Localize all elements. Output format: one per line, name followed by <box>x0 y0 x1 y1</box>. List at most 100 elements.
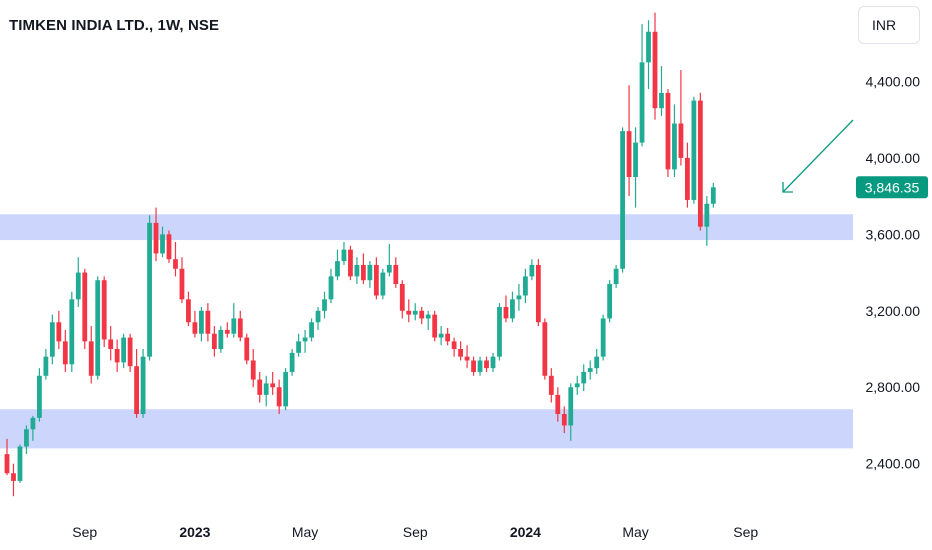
candle <box>302 329 308 353</box>
candle <box>399 280 405 319</box>
candle-body <box>147 222 152 357</box>
candle-body <box>263 383 269 395</box>
candle-body <box>704 203 710 227</box>
candles <box>4 12 716 497</box>
candle-body <box>224 329 230 334</box>
candle <box>270 371 276 395</box>
candle-body <box>438 333 444 338</box>
candle-body <box>218 329 224 350</box>
time-tick-label: Sep <box>72 524 97 540</box>
candle <box>373 257 379 300</box>
candle-body <box>425 314 431 319</box>
candle <box>542 318 548 380</box>
candle-body <box>697 100 703 227</box>
candle <box>127 333 133 372</box>
candle-body <box>464 356 470 361</box>
candle <box>30 415 36 441</box>
price-tick-label: 3,200.00 <box>866 303 921 319</box>
candle <box>646 20 651 90</box>
candle <box>348 245 353 281</box>
candle-body <box>199 310 204 334</box>
candle <box>108 326 114 361</box>
candle-body <box>69 299 75 365</box>
candle <box>587 360 593 380</box>
candle-body <box>516 295 522 300</box>
candle <box>69 291 75 372</box>
candle-body <box>490 356 496 369</box>
candle <box>283 368 289 411</box>
candle-body <box>283 371 289 407</box>
candle-body <box>652 31 658 109</box>
candle <box>639 24 645 147</box>
arrow-head <box>782 182 793 193</box>
candle <box>503 295 509 323</box>
candle-body <box>192 322 198 334</box>
candle <box>419 306 425 325</box>
candle <box>685 142 690 208</box>
candle <box>341 241 347 265</box>
candle <box>561 406 567 434</box>
candle-body <box>458 349 463 357</box>
candle-body <box>101 280 107 340</box>
candle <box>49 314 55 365</box>
candle-body <box>672 123 677 170</box>
candle-body <box>276 387 282 407</box>
candle-body <box>37 375 42 418</box>
candle <box>484 356 489 372</box>
candle <box>166 230 172 264</box>
candle-body <box>134 366 139 414</box>
candle <box>4 438 10 476</box>
candle-body <box>386 264 392 273</box>
candle <box>257 371 263 403</box>
candle-body <box>594 356 600 369</box>
time-tick-label: May <box>622 524 648 540</box>
candle-body <box>231 318 237 334</box>
candle-body <box>62 341 68 365</box>
candle <box>458 341 463 361</box>
candle <box>244 333 250 365</box>
candle <box>121 333 127 369</box>
candle-body <box>600 318 606 357</box>
candle <box>101 276 107 348</box>
candle-body <box>302 337 308 342</box>
candle-body <box>4 454 10 474</box>
candle-body <box>626 131 632 178</box>
candle <box>607 280 613 323</box>
candle-body <box>11 473 16 481</box>
candle-body <box>639 62 645 143</box>
candle-body <box>328 276 334 300</box>
candle-body <box>49 322 55 357</box>
candle <box>672 104 677 178</box>
candle-body <box>250 360 256 380</box>
candle-body <box>361 264 366 281</box>
candle <box>594 349 600 374</box>
price-axis[interactable]: 2,400.00 2,800.00 3,200.00 3,600.00 4,000.00… <box>866 73 921 471</box>
candle-body <box>432 314 438 338</box>
candle-body <box>633 142 638 178</box>
last-price-badge: 3,846.35 <box>856 176 928 199</box>
candle <box>224 322 230 338</box>
candle <box>490 352 496 372</box>
candle <box>56 310 62 350</box>
candle <box>315 306 321 330</box>
currency-button[interactable]: INR <box>858 6 920 44</box>
price-tick-label: 4,000.00 <box>866 150 921 166</box>
candle <box>652 12 658 120</box>
candle-body <box>309 322 314 338</box>
candle <box>75 257 81 307</box>
candle <box>153 207 159 262</box>
candle <box>11 463 16 497</box>
candle <box>464 345 470 369</box>
candle <box>43 349 49 380</box>
time-axis[interactable]: Sep 2023 May Sep 2024 May Sep <box>72 524 758 540</box>
candle-body <box>503 306 509 319</box>
candle <box>574 375 580 395</box>
candle-body <box>140 356 146 414</box>
candle-body <box>173 259 178 269</box>
candle <box>555 387 561 422</box>
candle <box>568 383 574 441</box>
candle <box>581 364 587 392</box>
candle <box>626 85 632 197</box>
candle-body <box>30 417 36 430</box>
